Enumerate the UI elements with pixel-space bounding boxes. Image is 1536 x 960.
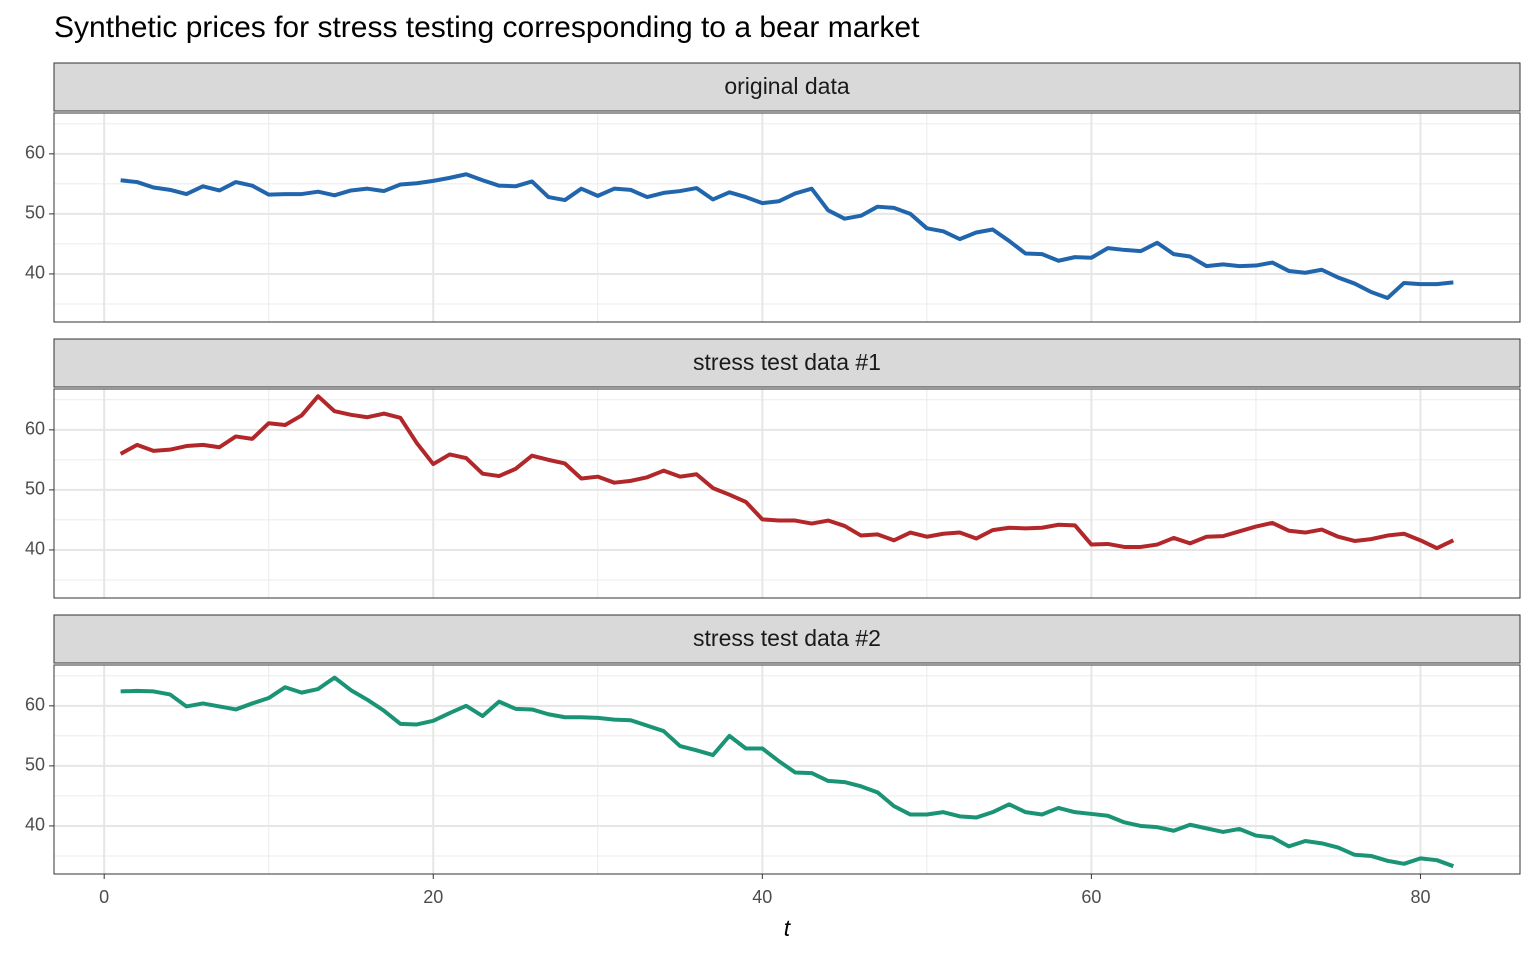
y-tick-label: 60 (25, 695, 45, 715)
y-tick-label: 40 (25, 539, 45, 559)
strip (53, 338, 1521, 388)
panel-background (54, 113, 1520, 322)
y-tick-label: 50 (25, 479, 45, 499)
x-tick-label: 20 (423, 887, 443, 907)
strip-title: stress test data #2 (693, 625, 881, 651)
strip (53, 62, 1521, 112)
strip (53, 614, 1521, 664)
x-tick-label: 0 (99, 887, 109, 907)
y-tick-label: 60 (25, 419, 45, 439)
price-line (120, 172, 1454, 300)
price-line (120, 675, 1455, 869)
price-line (119, 394, 1455, 551)
panel-border (53, 112, 1521, 323)
panel-border (53, 664, 1521, 875)
strip-title: stress test data #1 (693, 349, 881, 375)
x-tick-label: 80 (1410, 887, 1430, 907)
panel-border (53, 388, 1521, 599)
y-tick-label: 40 (25, 815, 45, 835)
strip-title: original data (724, 73, 850, 99)
y-tick-label: 40 (25, 263, 45, 283)
y-tick-label: 50 (25, 755, 45, 775)
chart-title: Synthetic prices for stress testing corr… (54, 11, 920, 44)
panel-background (54, 389, 1520, 598)
x-tick-label: 40 (752, 887, 772, 907)
y-tick-label: 50 (25, 203, 45, 223)
x-tick-label: 60 (1081, 887, 1101, 907)
y-tick-label: 60 (25, 143, 45, 163)
x-axis-label: t (784, 915, 792, 941)
